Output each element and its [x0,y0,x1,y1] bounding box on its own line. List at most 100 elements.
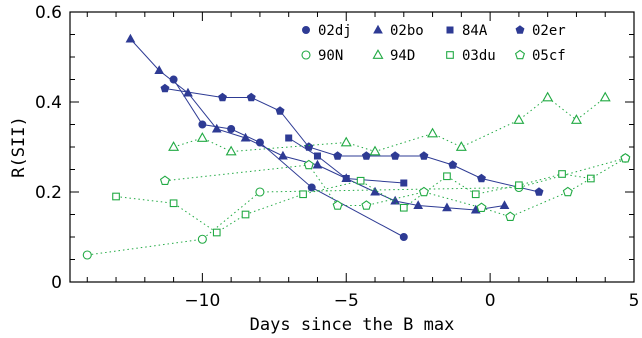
point-05cf [303,159,314,170]
point-02er [534,187,544,196]
point-03du [471,190,480,199]
series-line-02er [164,88,540,193]
series-90N [82,153,630,260]
legend-item-05cf: 05cf [514,48,566,64]
ticks-layer: −10 −5 0 5 0 0.2 0.4 0.6 [35,3,639,311]
point-03du [586,174,595,183]
legend-item-03du: 03du [446,48,496,64]
point-05cf [418,186,429,197]
point-90N [255,187,265,197]
point-94D [168,141,180,151]
point-94D [225,145,237,156]
point-02bo [312,159,323,169]
x-tick-label: 0 [485,291,496,311]
legend-marker-05cf [514,49,526,60]
point-02er [160,83,170,93]
point-02er [246,92,256,102]
series-layer [82,33,631,260]
point-03du [169,199,178,208]
point-94D [340,136,352,147]
series-02er [160,83,544,196]
point-02er [275,106,285,115]
point-02bo [278,150,288,160]
point-03du [399,203,408,212]
x-tick-label: −10 [184,291,220,311]
legend-marker-03du [446,51,454,59]
legend-item-02er: 02er [515,23,566,39]
legend-item-94D: 94D [372,48,415,64]
series-line-02bo [130,38,505,211]
x-tick-label: 5 [629,291,640,311]
series-03du [112,170,595,237]
legend-marker-02bo [373,24,383,34]
series-line-05cf [164,157,626,218]
legend-item-90N: 90N [301,48,343,64]
series-line-84A [288,137,404,184]
point-05cf [159,175,170,186]
point-94D [427,127,439,138]
legend-marker-84A [446,26,454,34]
point-05cf [505,211,516,222]
series-84A [285,134,408,187]
point-02er [477,173,486,183]
point-03du [515,181,523,190]
point-02bo [442,202,452,212]
y-axis-label: R(SII) [9,116,29,177]
point-94D [369,145,381,156]
point-03du [241,210,250,219]
point-94D [599,91,611,102]
series-line-90N [87,157,626,256]
point-02bo [125,33,136,43]
point-90N [197,234,207,244]
legend-label-03du: 03du [462,48,496,64]
point-02er [390,151,400,160]
point-03du [356,176,365,185]
legend-item-02bo: 02bo [373,23,424,39]
point-05cf [332,200,343,210]
point-03du [112,192,120,201]
y-tick-label: 0 [51,273,62,293]
point-02bo [240,132,251,142]
legend-marker-94D [372,49,384,59]
legend-label-02bo: 02bo [390,23,424,39]
point-02dj [399,232,408,241]
series-02dj [169,75,408,241]
point-02er [218,92,227,102]
series-line-94D [173,96,606,153]
point-02er [333,151,343,160]
point-02bo [390,195,401,205]
y-tick-label: 0.4 [35,93,62,113]
point-94D [513,114,525,124]
point-02bo [211,123,222,133]
point-84A [342,174,350,182]
point-84A [285,134,293,142]
x-axis-label: Days since the B max [250,315,455,335]
series-94D [168,91,611,156]
legend-label-02er: 02er [532,23,566,39]
point-03du [443,172,451,181]
point-03du [299,190,307,199]
point-02er [361,151,371,160]
point-02bo [154,65,165,74]
point-05cf [476,202,487,213]
legend-item-84A: 84A [446,23,488,39]
y-tick-label: 0.6 [35,3,62,23]
point-84A [313,152,321,160]
point-02er [448,160,458,169]
point-02dj [198,120,207,129]
x-tick-label: −5 [334,291,359,311]
point-02er [419,151,429,160]
legend-label-84A: 84A [462,23,488,39]
legend-label-05cf: 05cf [532,48,566,64]
legend-label-02dj: 02dj [318,23,352,39]
point-94D [570,114,582,124]
y-tick-label: 0.2 [35,183,62,203]
point-05cf [361,200,372,210]
point-94D [542,91,554,102]
legend-marker-02er [515,25,525,34]
legend-item-02dj: 02dj [301,23,352,39]
point-05cf [562,186,573,197]
point-02bo [499,200,510,209]
point-02er [304,142,314,151]
